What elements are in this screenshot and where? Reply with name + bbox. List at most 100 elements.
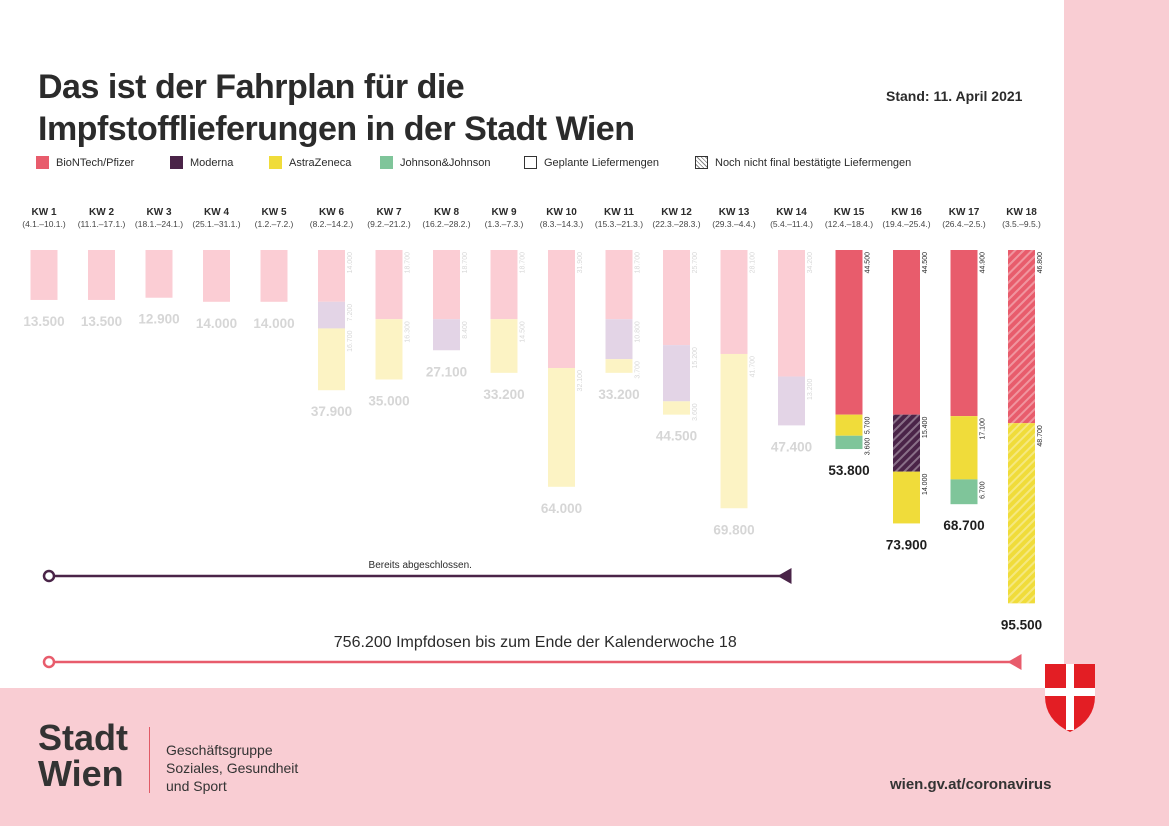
week-dates: (26.4.–2.5.) (942, 219, 986, 229)
bar-segment (720, 353, 748, 509)
week-label: KW 15 (834, 207, 865, 218)
week-total-label: 12.900 (138, 312, 179, 327)
week-dates: (18.1.–24.1.) (135, 219, 183, 229)
week-dates: (9.2.–21.2.) (367, 219, 411, 229)
bar-segment (375, 250, 403, 320)
week-dates: (4.1.–10.1.) (22, 219, 66, 229)
bar-segment (950, 479, 978, 505)
week-total-label: 68.700 (943, 518, 984, 533)
segment-label: 18.700 (520, 252, 527, 274)
bar-segment (663, 250, 690, 346)
page-title: Das ist der Fahrplan für die Impfstoffli… (38, 66, 635, 150)
legend-label: Geplante Liefermengen (544, 156, 659, 169)
legend-item-moderna: Moderna (170, 156, 233, 169)
legend-swatch-moderna (170, 156, 183, 169)
vienna-coat-of-arms-icon (1045, 664, 1095, 732)
segment-label: 28.100 (750, 252, 757, 274)
bar-segment (490, 319, 518, 373)
legend-item-biontech: BioNTech/Pfizer (36, 156, 134, 169)
segment-label: 18.700 (635, 252, 642, 274)
department-name: Geschäftsgruppe Soziales, Gesundheit und… (166, 741, 298, 795)
delivery-chart: KW 1(4.1.–10.1.) 13.500 KW 2(11.1.–17.1.) 1… (22, 207, 1044, 670)
completed-end-marker (777, 568, 792, 584)
bar-segment (433, 319, 460, 351)
legend-swatch-unconfirmed (695, 156, 708, 169)
legend-item-johnson: Johnson&Johnson (380, 156, 491, 169)
week-dates: (1.3.–7.3.) (485, 219, 524, 229)
week-label: KW 6 (319, 207, 344, 218)
legend-item-unconfirmed: Noch nicht final bestätigte Liefermengen (695, 156, 911, 169)
segment-label: 17.100 (980, 418, 987, 440)
bar-segment (835, 250, 863, 415)
week-total-label: 73.900 (886, 537, 927, 552)
week-label: KW 9 (492, 207, 517, 218)
week-dates: (22.3.–28.3.) (652, 219, 700, 229)
legend-label: BioNTech/Pfizer (56, 156, 135, 169)
bar-segment (318, 250, 345, 302)
legend-item-planned: Geplante Liefermengen (524, 156, 659, 169)
segment-label: 3.700 (635, 361, 642, 379)
bar-segment-hatch (893, 414, 920, 472)
segment-label: 14.000 (922, 474, 929, 496)
bar-segment (778, 250, 805, 377)
segment-label: 16.700 (347, 330, 354, 352)
segment-label: 41.700 (750, 356, 757, 378)
bar-segment (88, 250, 115, 300)
bar-segment (318, 301, 345, 329)
legend-swatch-biontech (36, 156, 49, 169)
segment-label: 3.600 (865, 438, 872, 456)
bar-segment (605, 359, 633, 373)
total-start-marker (42, 655, 56, 669)
week-label: KW 4 (204, 207, 229, 218)
week-label: KW 1 (32, 207, 57, 218)
dept-line-3: und Sport (166, 778, 227, 794)
week-label: KW 17 (949, 207, 980, 218)
week-dates: (16.2.–28.2.) (422, 219, 470, 229)
segment-label: 14.500 (520, 321, 527, 343)
title-line-2: Impfstofflieferungen in der Stadt Wien (38, 110, 635, 148)
bar-segment (893, 250, 920, 415)
week-dates: (8.3.–14.3.) (540, 219, 584, 229)
bar-segment (30, 250, 58, 300)
week-label: KW 18 (1006, 207, 1037, 218)
bar-segment (548, 250, 575, 369)
week-dates: (11.1.–17.1.) (78, 219, 126, 229)
segment-label: 7.200 (347, 304, 354, 322)
week-dates: (3.5.–9.5.) (1002, 219, 1041, 229)
website-link[interactable]: wien.gv.at/coronavirus (890, 776, 1052, 793)
week-total-label: 33.200 (483, 387, 524, 402)
segment-label: 15.400 (922, 417, 929, 439)
segment-label: 32.100 (577, 370, 584, 392)
segment-label: 31.900 (577, 252, 584, 274)
title-line-1: Das ist der Fahrplan für die (38, 68, 465, 106)
week-label: KW 3 (147, 207, 172, 218)
week-total-label: 47.400 (771, 439, 812, 454)
legend-label: Moderna (190, 156, 234, 169)
legend-label: AstraZeneca (289, 156, 352, 169)
bar-segment (663, 401, 690, 415)
week-label: KW 10 (546, 207, 577, 218)
logo-line-2: Wien (38, 753, 124, 794)
week-total-label: 13.500 (81, 314, 122, 329)
week-total-label: 37.900 (311, 404, 352, 419)
segment-label: 34.200 (807, 252, 814, 274)
week-total-label: 27.100 (426, 364, 467, 379)
segment-label: 48.700 (1037, 425, 1044, 447)
total-label: 756.200 Impfdosen bis zum Ende der Kalen… (334, 634, 737, 651)
legend-item-astrazeneca: AstraZeneca (269, 156, 351, 169)
legend-swatch-astrazeneca (269, 156, 282, 169)
bar-segment (490, 250, 518, 320)
segment-label: 18.700 (462, 252, 469, 274)
week-total-label: 64.000 (541, 501, 582, 516)
week-dates: (1.2.–7.2.) (255, 219, 294, 229)
segment-label: 3.600 (692, 403, 699, 421)
bar-segment (893, 471, 920, 524)
legend-label: Noch nicht final bestätigte Liefermengen (715, 156, 912, 169)
segment-label: 16.300 (405, 321, 412, 343)
week-total-label: 14.000 (196, 316, 237, 331)
week-label: KW 16 (891, 207, 922, 218)
segment-label: 44.900 (980, 252, 987, 274)
completed-label: Bereits abgeschlossen. (369, 560, 472, 571)
bar-segment-hatch (1008, 423, 1035, 604)
week-label: KW 14 (776, 207, 807, 218)
